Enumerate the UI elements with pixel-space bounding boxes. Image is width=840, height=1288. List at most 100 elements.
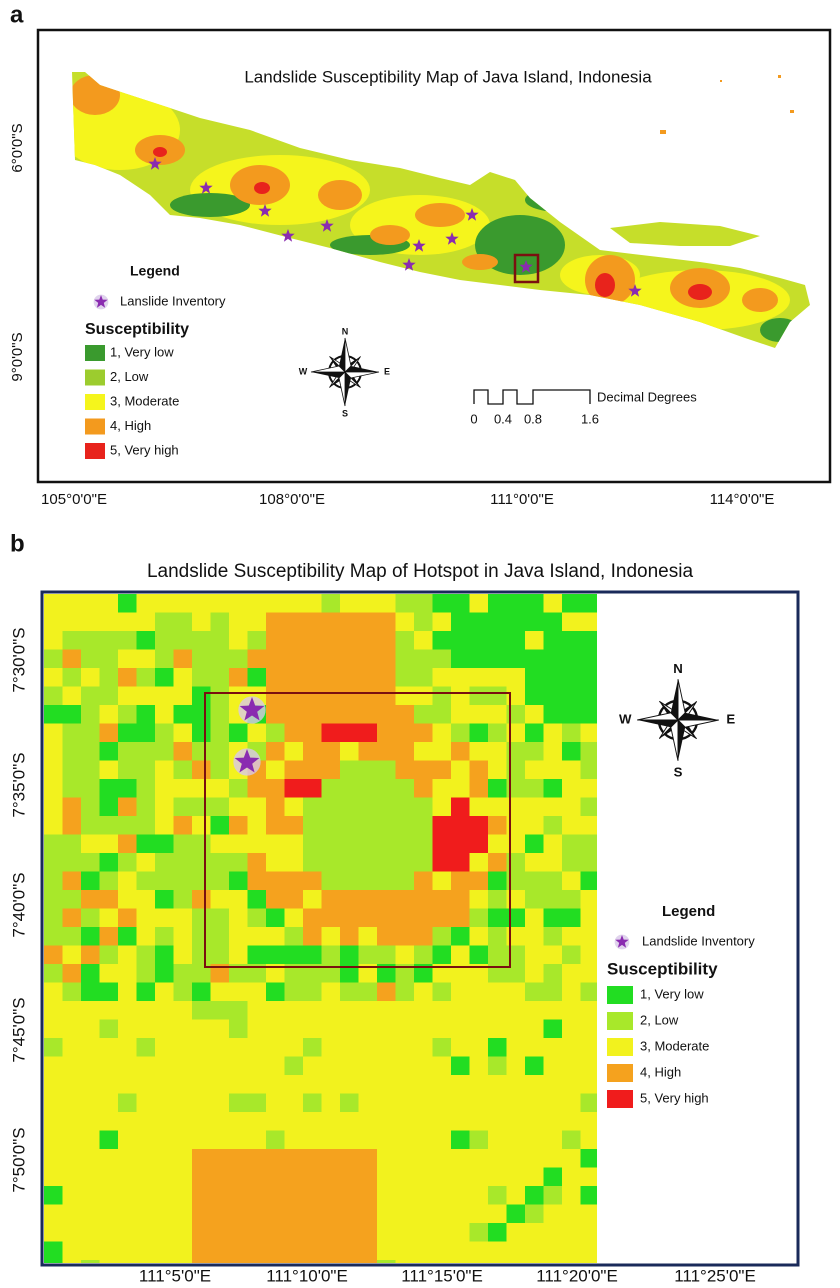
raster-cell: [248, 1149, 267, 1168]
raster-cell: [229, 594, 248, 613]
raster-cell: [248, 1260, 267, 1279]
raster-cell: [155, 1223, 174, 1242]
raster-cell: [303, 779, 322, 798]
raster-cell: [488, 594, 507, 613]
raster-cell: [100, 1057, 119, 1076]
raster-cell: [581, 853, 600, 872]
raster-cell: [340, 613, 359, 632]
raster-cell: [581, 613, 600, 632]
raster-cell: [488, 668, 507, 687]
raster-cell: [266, 946, 285, 965]
raster-cell: [433, 668, 452, 687]
raster-cell: [137, 1242, 156, 1261]
raster-cell: [414, 946, 433, 965]
raster-cell: [248, 779, 267, 798]
raster-cell: [525, 1223, 544, 1242]
raster-cell: [507, 1094, 526, 1113]
raster-cell: [396, 779, 415, 798]
raster-cell: [211, 1038, 230, 1057]
raster-cell: [359, 853, 378, 872]
raster-cell: [470, 1131, 489, 1150]
raster-cell: [525, 816, 544, 835]
raster-cell: [488, 687, 507, 706]
raster-cell: [581, 705, 600, 724]
raster-cell: [211, 1057, 230, 1076]
raster-cell: [285, 1205, 304, 1224]
raster-cell: [507, 631, 526, 650]
raster-cell: [285, 890, 304, 909]
raster-cell: [266, 983, 285, 1002]
raster-cell: [303, 687, 322, 706]
raster-cell: [285, 613, 304, 632]
raster-cell: [525, 835, 544, 854]
raster-cell: [137, 1205, 156, 1224]
raster-cell: [470, 1205, 489, 1224]
raster-cell: [100, 946, 119, 965]
raster-cell: [340, 761, 359, 780]
raster-cell: [174, 594, 193, 613]
raster-cell: [340, 872, 359, 891]
raster-cell: [544, 798, 563, 817]
raster-cell: [192, 1242, 211, 1261]
raster-cell: [174, 724, 193, 743]
raster-cell: [229, 1131, 248, 1150]
raster-cell: [414, 1057, 433, 1076]
raster-cell: [229, 1223, 248, 1242]
raster-cell: [63, 816, 82, 835]
raster-cell: [155, 594, 174, 613]
raster-cell: [470, 613, 489, 632]
raster-cell: [414, 650, 433, 669]
raster-cell: [118, 1038, 137, 1057]
raster-cell: [248, 835, 267, 854]
raster-cell: [44, 798, 63, 817]
raster-cell: [303, 909, 322, 928]
raster-cell: [396, 650, 415, 669]
raster-cell: [359, 1001, 378, 1020]
raster-cell: [451, 779, 470, 798]
raster-cell: [248, 927, 267, 946]
legend: LegendLandslide InventorySusceptibility1…: [607, 903, 755, 1108]
raster-cell: [340, 705, 359, 724]
raster-cell: [303, 761, 322, 780]
raster-cell: [340, 1131, 359, 1150]
raster-cell: [581, 835, 600, 854]
raster-cell: [137, 1223, 156, 1242]
raster-cell: [63, 983, 82, 1002]
raster-cell: [562, 1112, 581, 1131]
raster-cell: [488, 946, 507, 965]
raster-cell: [544, 835, 563, 854]
raster-cell: [303, 742, 322, 761]
raster-cell: [377, 890, 396, 909]
raster-cell: [174, 613, 193, 632]
raster-cell: [81, 1223, 100, 1242]
raster-cell: [211, 983, 230, 1002]
x-label: 114°0'0"E: [710, 491, 775, 508]
raster-cell: [266, 1223, 285, 1242]
raster-cell: [581, 1205, 600, 1224]
raster-cell: [562, 1223, 581, 1242]
raster-cell: [525, 964, 544, 983]
legend-label: 3, Moderate: [110, 393, 179, 408]
raster-cell: [266, 927, 285, 946]
raster-cell: [303, 1020, 322, 1039]
raster-cell: [414, 798, 433, 817]
raster-cell: [248, 909, 267, 928]
raster-cell: [192, 594, 211, 613]
raster-cell: [211, 872, 230, 891]
raster-cell: [470, 1001, 489, 1020]
raster-cell: [377, 1131, 396, 1150]
raster-cell: [525, 724, 544, 743]
raster-cell: [525, 1075, 544, 1094]
raster-cell: [118, 631, 137, 650]
raster-cell: [525, 1186, 544, 1205]
raster-cell: [248, 1001, 267, 1020]
raster-cell: [229, 1168, 248, 1187]
raster-cell: [174, 1149, 193, 1168]
raster-cell: [137, 742, 156, 761]
raster-cell: [303, 1205, 322, 1224]
raster-cell: [322, 1149, 341, 1168]
raster-cell: [266, 650, 285, 669]
raster-cell: [488, 872, 507, 891]
compass-arm: [678, 720, 685, 761]
raster-cell: [303, 1094, 322, 1113]
